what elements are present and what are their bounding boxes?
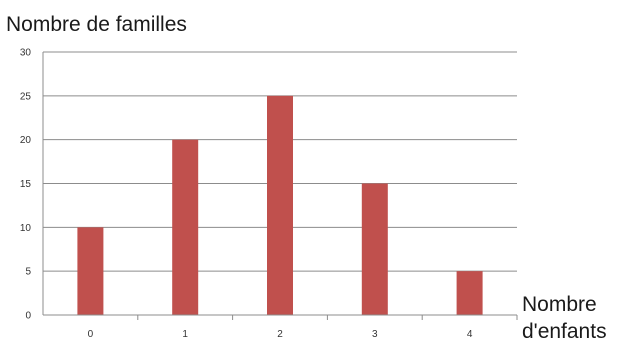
bar-1	[172, 139, 199, 315]
bars	[77, 95, 483, 315]
bar-2	[267, 95, 293, 315]
x-tick-label: 4	[467, 329, 473, 340]
x-axis-title-line2: d'enfants	[522, 320, 607, 343]
y-tick-label: 0	[25, 311, 31, 322]
y-tick-label: 15	[20, 179, 32, 190]
x-tick-label: 3	[372, 329, 378, 340]
bar-4	[456, 271, 483, 315]
bar-3	[361, 183, 388, 315]
y-tick-label: 25	[20, 91, 32, 102]
x-tick-labels: 0 1 2 3 4	[88, 315, 518, 340]
x-axis-title-line1: Nombre	[522, 293, 597, 316]
bar-0	[77, 227, 104, 315]
y-tick-label: 20	[20, 135, 32, 146]
y-axis-title: Nombre de familles	[6, 13, 187, 36]
y-tick-label: 10	[20, 223, 32, 234]
x-tick-label: 1	[182, 329, 188, 340]
y-tick-label: 5	[25, 267, 31, 278]
x-tick-label: 2	[277, 329, 283, 340]
y-tick-labels: 0 5 10 15 20 25 30	[20, 48, 32, 322]
y-tick-label: 30	[20, 48, 32, 59]
x-tick-label: 0	[88, 329, 94, 340]
